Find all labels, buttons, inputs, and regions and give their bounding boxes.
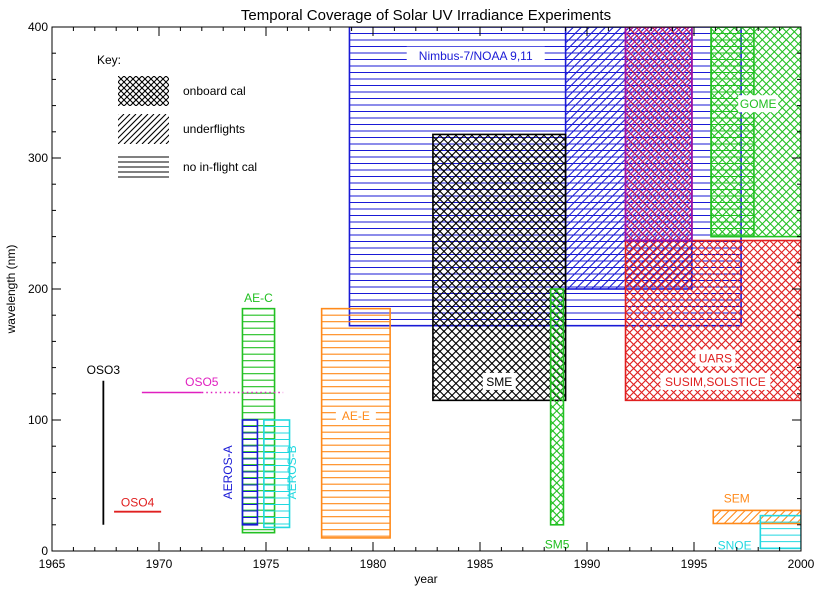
- legend-swatch: [118, 76, 169, 106]
- x-tick-label: 1965: [39, 557, 66, 571]
- label-text: AE-E: [342, 409, 370, 423]
- x-tick-label: 1975: [253, 557, 280, 571]
- x-tick-label: 1980: [360, 557, 387, 571]
- y-axis-label: wavelength (nm): [4, 245, 18, 335]
- x-tick-label: 1985: [467, 557, 494, 571]
- x-tick-label: 1970: [146, 557, 173, 571]
- label-sem: SEM: [724, 492, 750, 506]
- label-ae-c: AE-C: [244, 291, 273, 305]
- experiments-layer: [241, 27, 801, 550]
- label-oso5: OSO5: [185, 375, 219, 389]
- label-text: AE-C: [244, 291, 273, 305]
- label-text: GOME: [740, 97, 777, 111]
- legend-label: no in-flight cal: [183, 160, 257, 174]
- label-aeros-b: AEROS-B: [285, 445, 299, 499]
- label-text: UARS: [699, 351, 732, 365]
- y-tick-label: 200: [28, 282, 48, 296]
- label-gome: GOME: [738, 95, 779, 113]
- label-uars: UARS: [695, 349, 736, 367]
- label-oso4: OSO4: [121, 495, 155, 509]
- label-text: Nimbus-7/NOAA 9,11: [419, 49, 533, 63]
- x-tick-label: 2000: [788, 557, 815, 571]
- legend: Key: onboard cal underflights no in-flight …: [97, 53, 257, 178]
- experiment-block-aeros-a: [241, 419, 259, 526]
- label-nimbus-7-noaa-9-11: Nimbus-7/NOAA 9,11: [406, 46, 545, 64]
- legend-entry-no-in-flight-cal: no in-flight cal: [118, 156, 257, 178]
- label-text: AEROS-B: [285, 445, 299, 499]
- label-susim-solstice: SUSIM,SOLSTICE: [660, 372, 771, 390]
- lines-layer: [102, 380, 284, 525]
- experiment-block-sm5: [549, 288, 565, 526]
- y-tick-label: 100: [28, 413, 48, 427]
- legend-label: onboard cal: [183, 84, 246, 98]
- legend-label: underflights: [183, 122, 245, 136]
- experiment-block-segment-6: [710, 27, 755, 238]
- x-tick-label: 1995: [681, 557, 708, 571]
- label-aeros-a: AEROS-A: [221, 445, 235, 499]
- label-text: OSO5: [185, 375, 219, 389]
- label-text: SNOE: [718, 539, 752, 553]
- label-sme: SME: [482, 372, 516, 390]
- label-text: OSO3: [87, 363, 121, 377]
- label-text: AEROS-A: [221, 445, 235, 499]
- label-text: OSO4: [121, 495, 155, 509]
- experiment-block-sem: [712, 509, 801, 525]
- legend-swatch: [118, 156, 169, 178]
- y-tick-label: 400: [28, 20, 48, 34]
- y-tick-label: 0: [41, 544, 48, 558]
- x-tick-label: 1990: [574, 557, 601, 571]
- chart-title: Temporal Coverage of Solar UV Irradiance…: [241, 7, 611, 24]
- axes-layer: 1965 1970 1975 1980 1985 1990 1995 2000 0 100 200 3…: [28, 20, 815, 571]
- x-axis-label: year: [414, 572, 437, 586]
- experiment-block-ae-e: [320, 307, 391, 539]
- experiment-block-segment-1: [564, 27, 693, 290]
- label-text: SME: [486, 375, 512, 389]
- legend-entry-onboard-cal: onboard cal: [118, 76, 246, 106]
- label-text: SUSIM,SOLSTICE: [665, 375, 766, 389]
- label-oso3: OSO3: [87, 363, 121, 377]
- experiment-block-segment-4: [624, 27, 693, 242]
- legend-entry-underflights: underflights: [118, 114, 245, 144]
- legend-title: Key:: [97, 53, 121, 67]
- label-ae-e: AE-E: [335, 407, 376, 424]
- y-tick-label: 300: [28, 151, 48, 165]
- labels-layer: Nimbus-7/NOAA 9,11 GOME UARS SUSIM,SOLSTICE…: [87, 46, 779, 553]
- label-snoe: SNOE: [718, 539, 752, 553]
- label-sm5: SM5: [545, 537, 570, 551]
- experiment-block-aeros-b: [263, 419, 291, 529]
- label-text: SEM: [724, 492, 750, 506]
- experiment-block-snoe: [759, 514, 801, 550]
- legend-swatch: [118, 114, 169, 144]
- label-text: SM5: [545, 537, 570, 551]
- experiment-block-sme: [432, 133, 567, 402]
